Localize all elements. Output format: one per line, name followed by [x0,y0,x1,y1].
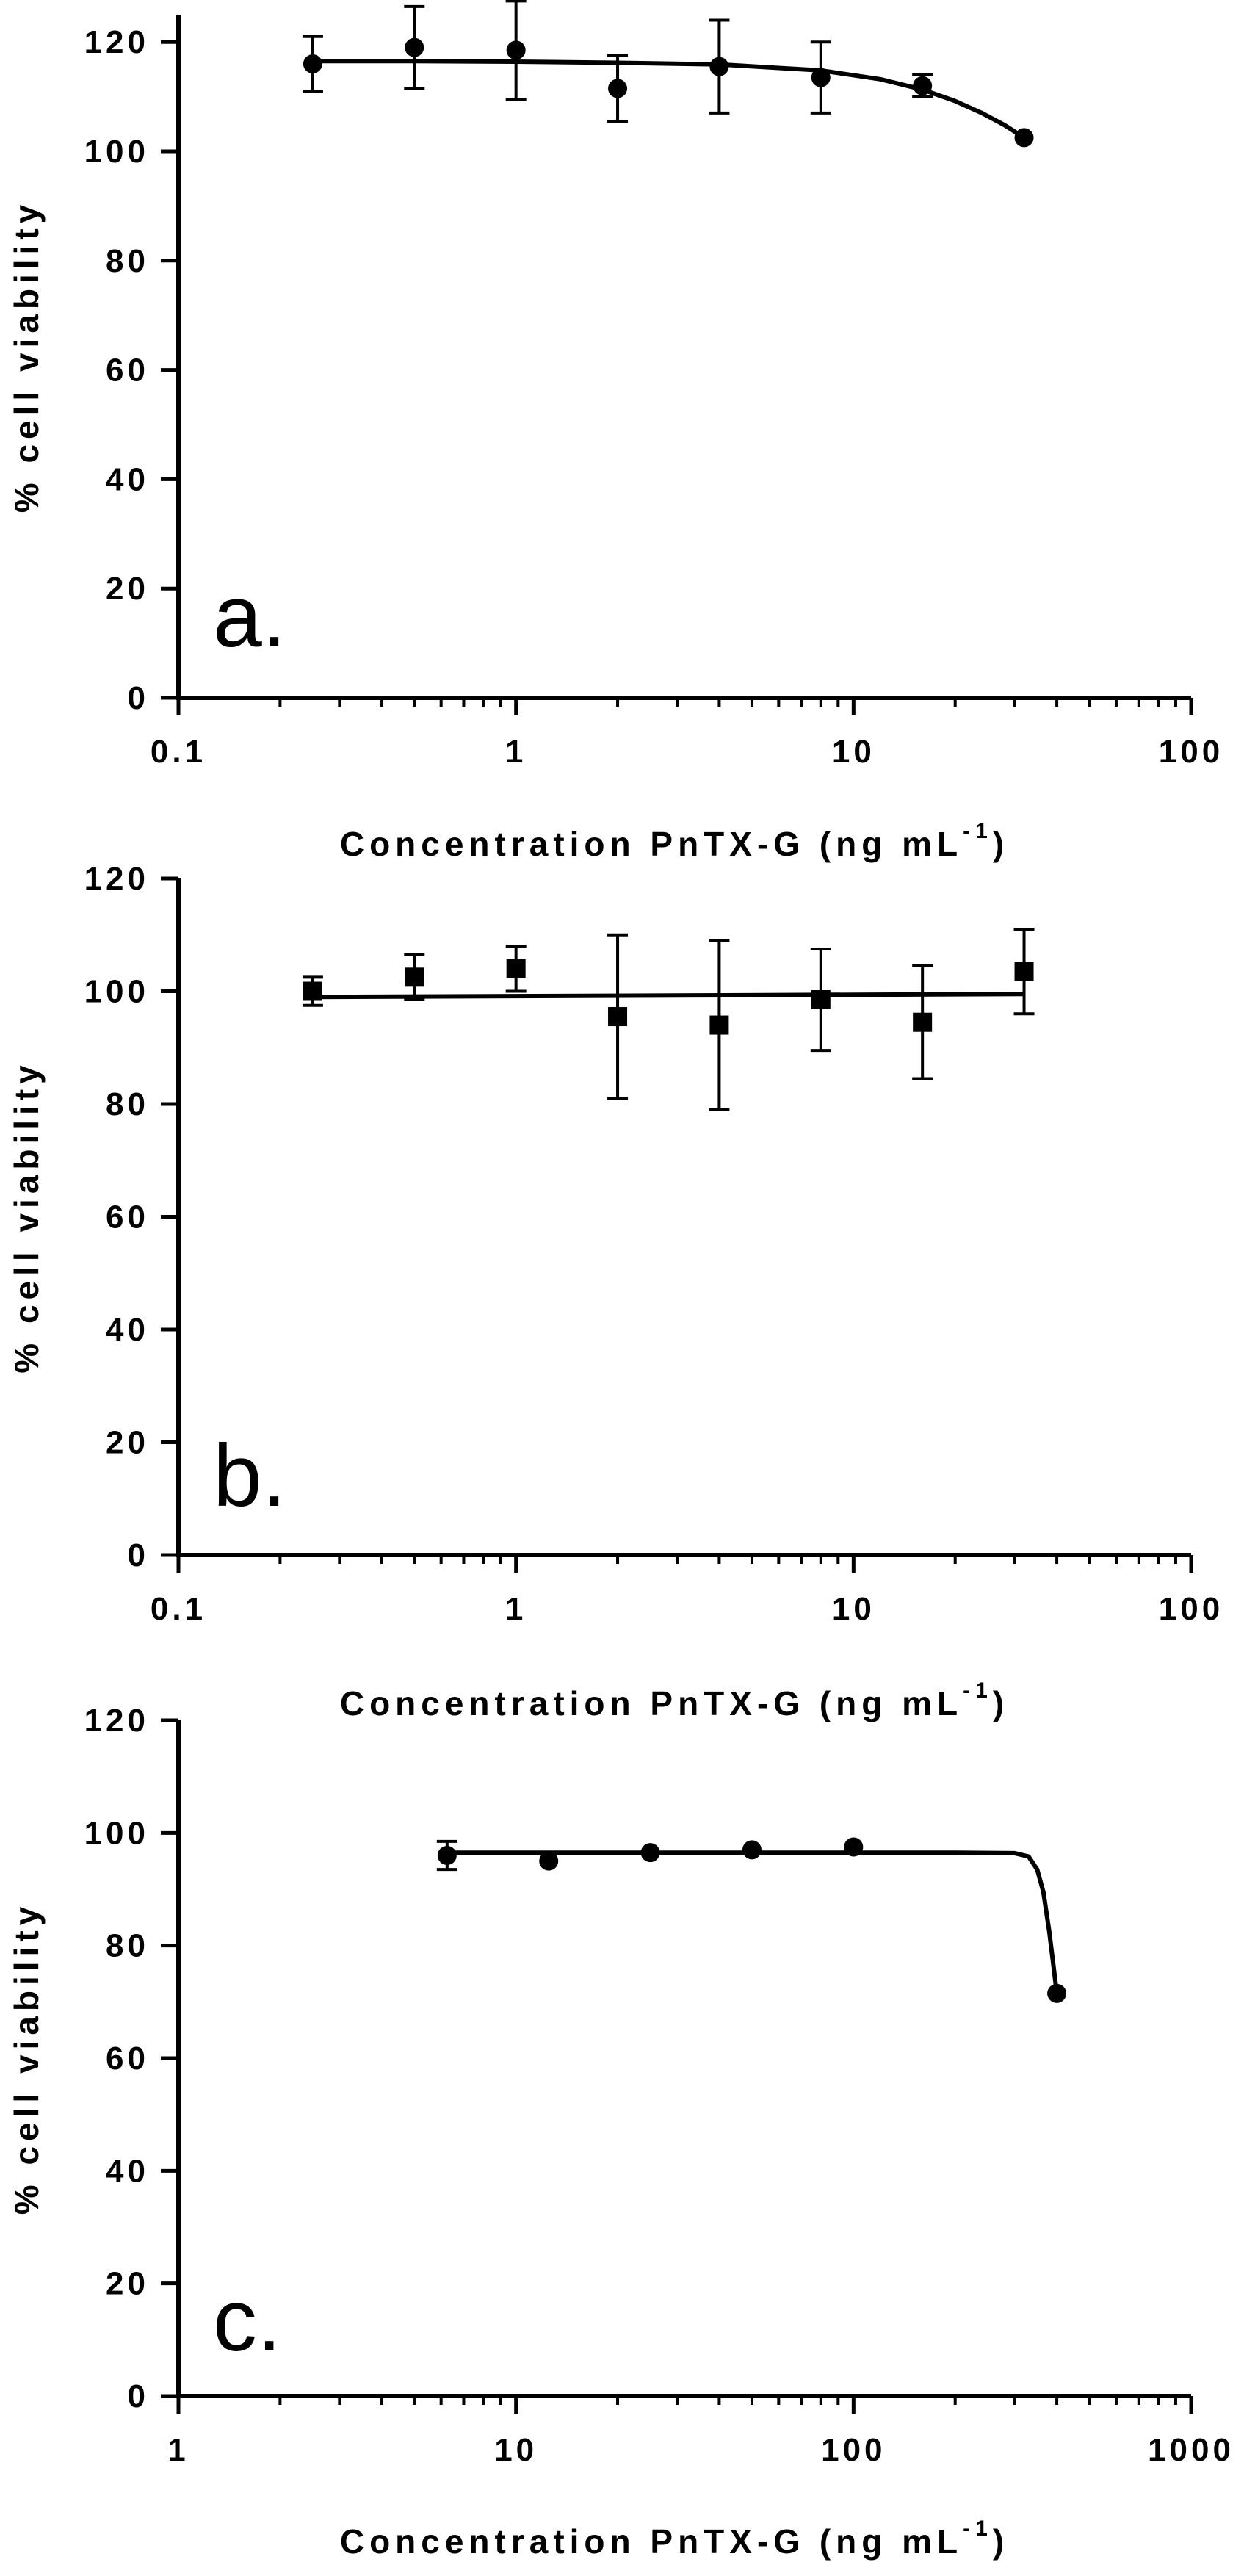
fit-curve [446,1850,1060,1994]
x-tick-label: 1 [505,1591,527,1627]
data-point [608,79,628,98]
data-point [506,40,526,60]
x-axis-title-close: ) [993,1684,1009,1722]
data-point [1047,1983,1067,2003]
data-point [709,57,729,76]
x-tick-label: 1000 [1148,2432,1234,2468]
chart-panel-2: 0 20 40 60 80 100 120 0.1 1 10 100 % cell viability… [7,861,1223,1722]
data-point [1014,128,1034,148]
data-point [709,1015,729,1035]
y-tick-label: 80 [106,1086,149,1122]
x-tick-label: 1 [505,734,527,770]
y-tick-label: 100 [84,1815,149,1851]
x-axis-title: Concentration PnTX-G (ng mL-1) [340,1678,1009,1722]
y-tick-label: 80 [106,1928,149,1964]
data-point [303,54,322,73]
y-axis-title: % cell viability [7,1060,46,1373]
x-tick-label: 1 [167,2432,189,2468]
y-tick-label: 100 [84,974,149,1010]
x-axis-title-superscript: -1 [963,819,993,843]
data-point [1014,962,1034,981]
x-tick-label: 100 [821,2432,886,2468]
y-tick-label: 40 [106,2153,149,2189]
x-tick-label: 10 [832,1591,875,1627]
panel-label: a. [213,567,286,665]
x-axis-title-close: ) [993,2522,1009,2561]
x-tick-label: 0.1 [151,734,206,770]
y-tick-label: 120 [84,24,149,60]
data-point [405,967,424,987]
data-point [303,981,322,1001]
x-axis-title-superscript: -1 [963,2517,993,2541]
panel-label: c. [213,2271,281,2370]
y-axis-title: % cell viability [7,200,46,513]
data-point [811,990,831,1010]
data-point [640,1843,660,1863]
x-tick-label: 10 [832,734,875,770]
data-point [913,1012,933,1032]
data-point [608,1007,628,1027]
y-tick-label: 100 [84,134,149,170]
y-tick-label: 120 [84,861,149,897]
data-point [437,1846,457,1865]
data-point [405,37,424,57]
x-tick-label: 100 [1159,1591,1223,1627]
fit-curve [312,992,1024,1000]
data-point [913,76,933,95]
x-axis-title-close: ) [993,825,1009,863]
y-tick-label: 0 [128,1537,149,1573]
data-point [539,1851,559,1871]
x-tick-label: 100 [1159,734,1223,770]
y-tick-label: 40 [106,1312,149,1348]
y-tick-label: 40 [106,461,149,497]
y-tick-label: 20 [106,1425,149,1461]
y-tick-label: 20 [106,2266,149,2302]
y-axis-title: % cell viability [7,1902,46,2215]
x-axis-title: Concentration PnTX-G (ng mL-1) [340,819,1009,863]
x-axis-title-main: Concentration PnTX-G (ng mL [340,1684,963,1722]
chart-panel-1: 0 20 40 60 80 100 120 0.1 1 10 100 % cell viability… [7,0,1223,863]
fit-curve [312,59,1026,140]
x-axis-title: Concentration PnTX-G (ng mL-1) [340,2517,1009,2561]
data-point [811,68,831,87]
y-tick-label: 0 [128,2378,149,2414]
y-tick-label: 60 [106,1199,149,1235]
panel-label: b. [213,1426,286,1525]
x-axis-title-main: Concentration PnTX-G (ng mL [340,825,963,863]
y-tick-label: 80 [106,243,149,279]
y-tick-label: 60 [106,2041,149,2077]
x-axis-title-superscript: -1 [963,1678,993,1703]
x-tick-label: 0.1 [151,1591,206,1627]
data-point [506,959,526,978]
x-axis-title-main: Concentration PnTX-G (ng mL [340,2522,963,2561]
data-point [742,1840,762,1860]
y-tick-label: 0 [128,680,149,716]
y-tick-label: 20 [106,571,149,607]
y-tick-label: 60 [106,353,149,389]
data-point [844,1837,864,1857]
y-tick-label: 120 [84,1703,149,1739]
x-tick-label: 10 [494,2432,538,2468]
